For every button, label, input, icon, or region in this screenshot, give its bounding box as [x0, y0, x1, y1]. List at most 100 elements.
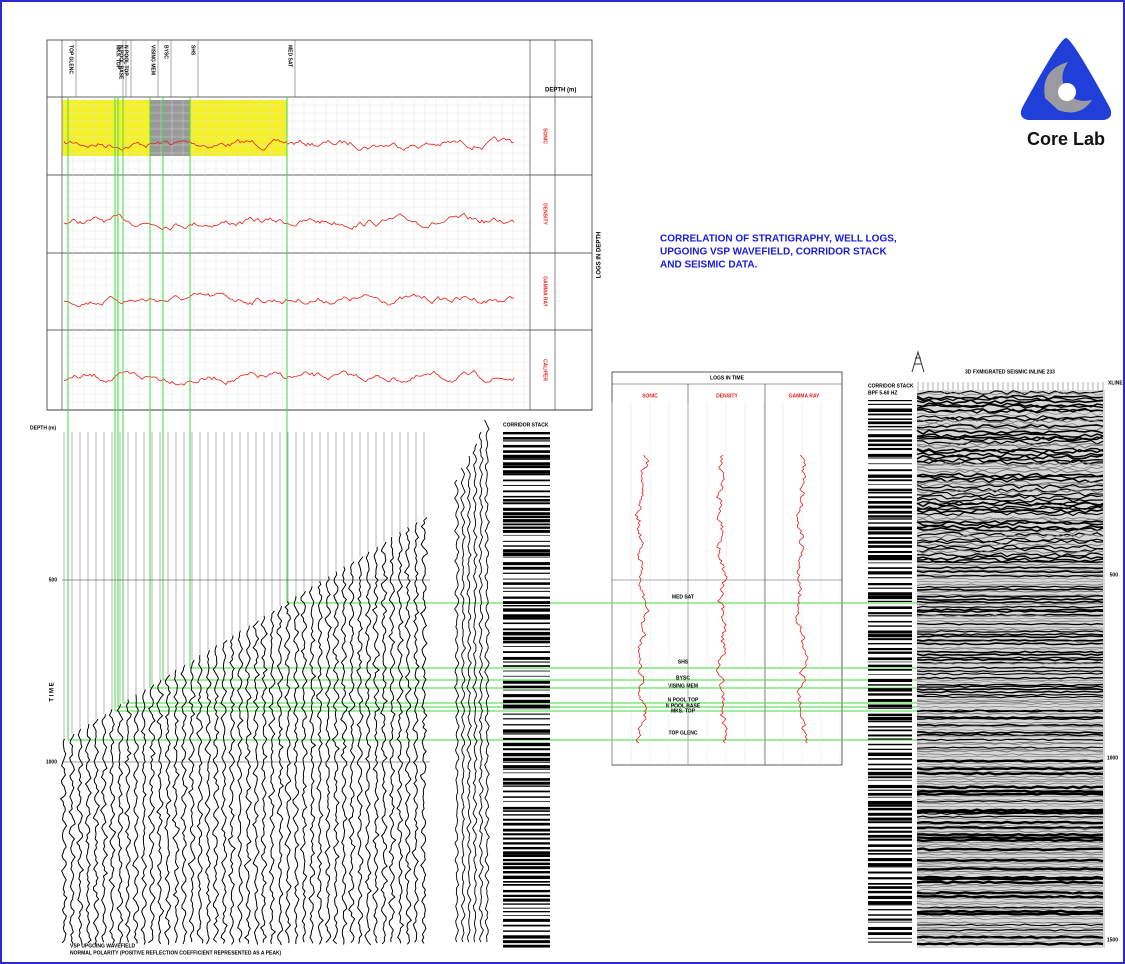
stack-event — [503, 588, 550, 589]
stack-event — [868, 717, 912, 721]
stack-event — [868, 886, 912, 889]
stack-event — [503, 700, 550, 703]
formation-label: TOP GLENC — [669, 730, 698, 736]
stack-event — [503, 694, 550, 697]
formation-label: N POOL BASE — [666, 703, 701, 709]
title-line: CORRELATION OF STRATIGRAPHY, WELL LOGS, — [660, 234, 897, 245]
stack-event — [868, 813, 912, 816]
stack-event — [503, 810, 550, 812]
stack-event — [503, 508, 550, 511]
page: Core Lab CORRELATION OF STRATIGRAPHY, WE… — [0, 0, 1125, 964]
stack-event — [503, 618, 550, 620]
logo-hole — [1058, 83, 1076, 101]
seismic-title: 3D FXMIGRATED SEISMIC INLINE 233 — [965, 369, 1055, 375]
stack-event — [868, 414, 912, 416]
stack-event — [503, 661, 550, 662]
xline-label: XLINE — [1108, 380, 1123, 386]
stack-event — [503, 651, 550, 653]
seismic-reflector — [917, 812, 1103, 813]
stack-event — [868, 518, 912, 519]
depth-logs-label: LOGS IN DEPTH — [597, 232, 603, 279]
stack-event — [868, 454, 912, 457]
stack-event — [503, 462, 550, 465]
stack-event — [503, 807, 550, 810]
stack-event — [868, 909, 912, 910]
stack-event — [503, 646, 550, 647]
stack-event — [868, 583, 912, 585]
stack-event — [503, 765, 550, 768]
stack-event — [868, 652, 912, 654]
stack-event — [868, 688, 912, 691]
stack-event — [868, 625, 912, 626]
stack-event — [868, 714, 912, 717]
stack-event — [503, 714, 550, 715]
stack-event — [503, 814, 550, 815]
stack-event — [868, 790, 912, 791]
stack-event — [868, 601, 912, 602]
stack-event — [503, 903, 550, 904]
stack-event — [503, 829, 550, 832]
stack-event — [503, 562, 550, 565]
seismic-reflector — [917, 609, 1103, 610]
stack-event — [868, 891, 912, 893]
stack-event — [503, 485, 550, 486]
stack-event — [503, 930, 550, 931]
stack-event — [868, 726, 912, 727]
stack-event — [868, 850, 912, 852]
stack-event — [868, 669, 912, 671]
depth-label: DEPTH (m) — [545, 88, 576, 94]
stack-event — [503, 632, 550, 636]
stack-event — [503, 773, 550, 774]
stack-event — [503, 705, 550, 708]
stack-event — [503, 911, 550, 912]
stack-event — [868, 621, 912, 623]
stack-event — [503, 455, 550, 458]
stack-event — [868, 804, 912, 806]
stack-event — [503, 671, 550, 672]
stack-event — [868, 674, 912, 675]
stack-event — [868, 693, 912, 695]
formation-header: MED SAT — [287, 45, 293, 67]
stack-event — [503, 940, 550, 943]
seismic-time-label: 1000 — [1107, 755, 1118, 761]
stack-event — [868, 793, 912, 796]
stack-event — [868, 835, 912, 838]
stack-event — [503, 579, 550, 580]
formation-header: VISING MEM — [150, 45, 156, 75]
stack-event — [868, 457, 912, 458]
stack-event — [868, 631, 912, 634]
stack-event — [868, 567, 912, 569]
title-line: AND SEISMIC DATA. — [660, 260, 758, 271]
stack-event — [503, 908, 550, 909]
stack-event — [868, 444, 912, 446]
stack-event — [868, 400, 912, 401]
formation-header: N POOL TOP — [123, 45, 129, 76]
stack-event — [503, 450, 550, 453]
stack-event — [868, 418, 912, 420]
stack-event — [503, 919, 550, 922]
lithology-fill — [190, 100, 287, 156]
seismic-time-label: 1500 — [1107, 937, 1118, 943]
corridor-stack-label: CORRIDOR STACK — [503, 422, 549, 428]
stack-event — [868, 421, 912, 424]
stack-event — [503, 945, 550, 948]
stack-event — [868, 844, 912, 847]
stack-event — [503, 842, 550, 844]
stack-event — [868, 463, 912, 464]
stack-event — [868, 484, 912, 485]
stack-event — [868, 606, 912, 609]
stack-event — [868, 758, 912, 760]
seismic-reflector — [917, 791, 1103, 792]
formation-header: BYSC — [163, 45, 169, 59]
formation-label: N POOL TOP — [668, 697, 699, 703]
seismic-reflector — [917, 793, 1103, 794]
stack-event — [868, 638, 912, 640]
stack-event — [503, 440, 550, 441]
stack-event — [868, 704, 912, 707]
stack-event — [503, 847, 550, 849]
time-logs-title: LOGS IN TIME — [710, 375, 745, 381]
stack-event — [503, 499, 550, 502]
seismic-reflector — [917, 586, 1103, 587]
stack-event — [868, 475, 912, 478]
seismic-reflector — [917, 892, 1103, 894]
